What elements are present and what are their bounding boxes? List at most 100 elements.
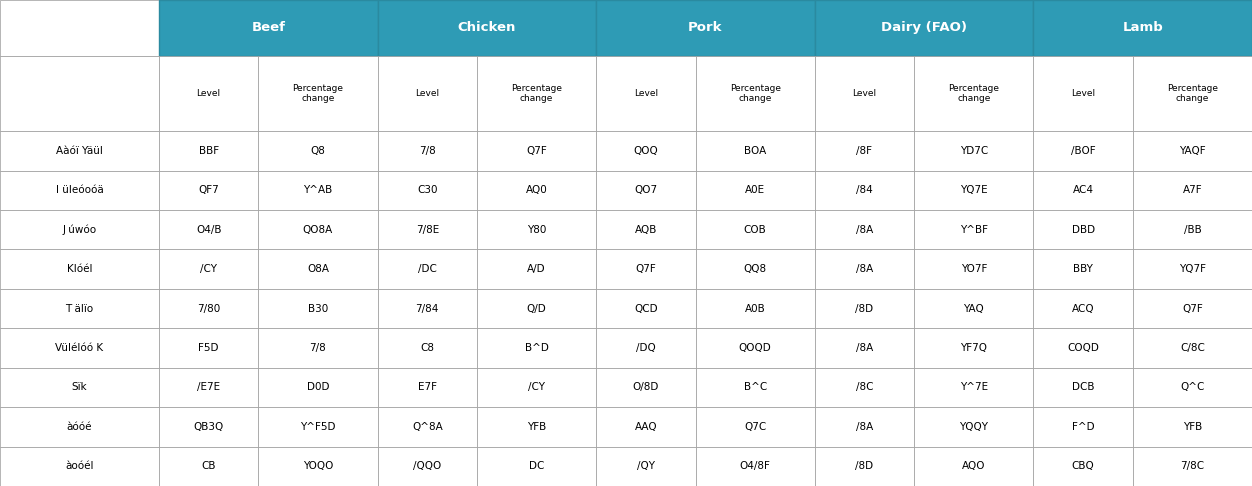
Text: Klóél: Klóél	[66, 264, 93, 274]
Bar	[1133, 171, 1252, 210]
Bar	[0, 289, 159, 329]
Text: àoóél: àoóél	[65, 461, 94, 471]
Text: Q^C: Q^C	[1181, 382, 1204, 393]
Text: /CY: /CY	[200, 264, 217, 274]
Text: DC: DC	[528, 461, 545, 471]
Text: B^C: B^C	[744, 382, 766, 393]
Text: O8A: O8A	[307, 264, 329, 274]
Bar	[477, 210, 596, 249]
Bar	[1033, 368, 1133, 407]
Bar	[159, 210, 258, 249]
Bar	[258, 447, 378, 486]
Bar	[159, 329, 258, 368]
Bar	[258, 329, 378, 368]
Text: DBD: DBD	[1072, 225, 1094, 235]
Bar	[914, 210, 1033, 249]
Text: 7/80: 7/80	[197, 304, 220, 313]
Bar	[815, 210, 914, 249]
Bar	[914, 407, 1033, 447]
Bar	[0, 447, 159, 486]
Text: C/8C: C/8C	[1179, 343, 1204, 353]
Text: 7/8: 7/8	[419, 146, 436, 156]
Bar	[696, 329, 815, 368]
Bar	[477, 368, 596, 407]
Text: /QY: /QY	[637, 461, 655, 471]
Bar	[914, 131, 1033, 171]
Bar	[1033, 210, 1133, 249]
Text: Y^AB: Y^AB	[303, 185, 333, 195]
Text: C30: C30	[417, 185, 437, 195]
Text: Level: Level	[634, 89, 659, 98]
Text: /CY: /CY	[528, 382, 545, 393]
Bar	[258, 407, 378, 447]
Text: 7/8: 7/8	[309, 343, 327, 353]
Bar	[159, 249, 258, 289]
Bar	[0, 368, 159, 407]
Text: CB: CB	[202, 461, 215, 471]
Bar	[378, 210, 477, 249]
Bar	[159, 131, 258, 171]
Bar	[378, 289, 477, 329]
Bar	[815, 249, 914, 289]
Text: /84: /84	[856, 185, 873, 195]
Text: YQ7E: YQ7E	[960, 185, 988, 195]
Bar	[815, 329, 914, 368]
Bar	[815, 131, 914, 171]
Bar	[378, 171, 477, 210]
Text: /8D: /8D	[855, 304, 874, 313]
Text: 7/84: 7/84	[416, 304, 439, 313]
Bar	[258, 210, 378, 249]
Bar	[596, 368, 696, 407]
Bar	[1033, 131, 1133, 171]
Text: I üleóoóä: I üleóoóä	[55, 185, 104, 195]
Bar	[258, 249, 378, 289]
Text: F^D: F^D	[1072, 422, 1094, 432]
Bar	[696, 447, 815, 486]
Text: QOQD: QOQD	[739, 343, 771, 353]
Bar	[815, 368, 914, 407]
Bar	[1133, 56, 1252, 131]
Bar	[159, 0, 378, 56]
Text: Q7F: Q7F	[1182, 304, 1203, 313]
Bar	[477, 289, 596, 329]
Text: Percentage
change: Percentage change	[948, 84, 999, 103]
Text: AQB: AQB	[635, 225, 657, 235]
Bar	[159, 368, 258, 407]
Bar	[596, 249, 696, 289]
Text: Percentage
change: Percentage change	[1167, 84, 1218, 103]
Bar	[477, 56, 596, 131]
Text: CBQ: CBQ	[1072, 461, 1094, 471]
Text: A/D: A/D	[527, 264, 546, 274]
Bar	[1033, 249, 1133, 289]
Text: BOA: BOA	[744, 146, 766, 156]
Text: YD7C: YD7C	[959, 146, 988, 156]
Bar	[258, 171, 378, 210]
Text: COQD: COQD	[1067, 343, 1099, 353]
Text: F5D: F5D	[198, 343, 219, 353]
Text: Level: Level	[416, 89, 439, 98]
Text: /8D: /8D	[855, 461, 874, 471]
Text: Y80: Y80	[527, 225, 546, 235]
Text: C8: C8	[421, 343, 434, 353]
Text: àóóé: àóóé	[66, 422, 93, 432]
Bar	[0, 171, 159, 210]
Text: Q8: Q8	[310, 146, 326, 156]
Bar	[378, 368, 477, 407]
Text: Y^7E: Y^7E	[960, 382, 988, 393]
Text: A7F: A7F	[1183, 185, 1202, 195]
Bar	[378, 447, 477, 486]
Text: /8A: /8A	[856, 264, 873, 274]
Bar	[1133, 329, 1252, 368]
Bar	[696, 368, 815, 407]
Text: A0E: A0E	[745, 185, 765, 195]
Text: Level: Level	[197, 89, 220, 98]
Bar	[914, 249, 1033, 289]
Bar	[1133, 368, 1252, 407]
Bar	[914, 447, 1033, 486]
Bar	[914, 171, 1033, 210]
Bar	[596, 447, 696, 486]
Bar	[1133, 131, 1252, 171]
Text: AQ0: AQ0	[526, 185, 547, 195]
Bar	[0, 249, 159, 289]
Bar	[477, 171, 596, 210]
